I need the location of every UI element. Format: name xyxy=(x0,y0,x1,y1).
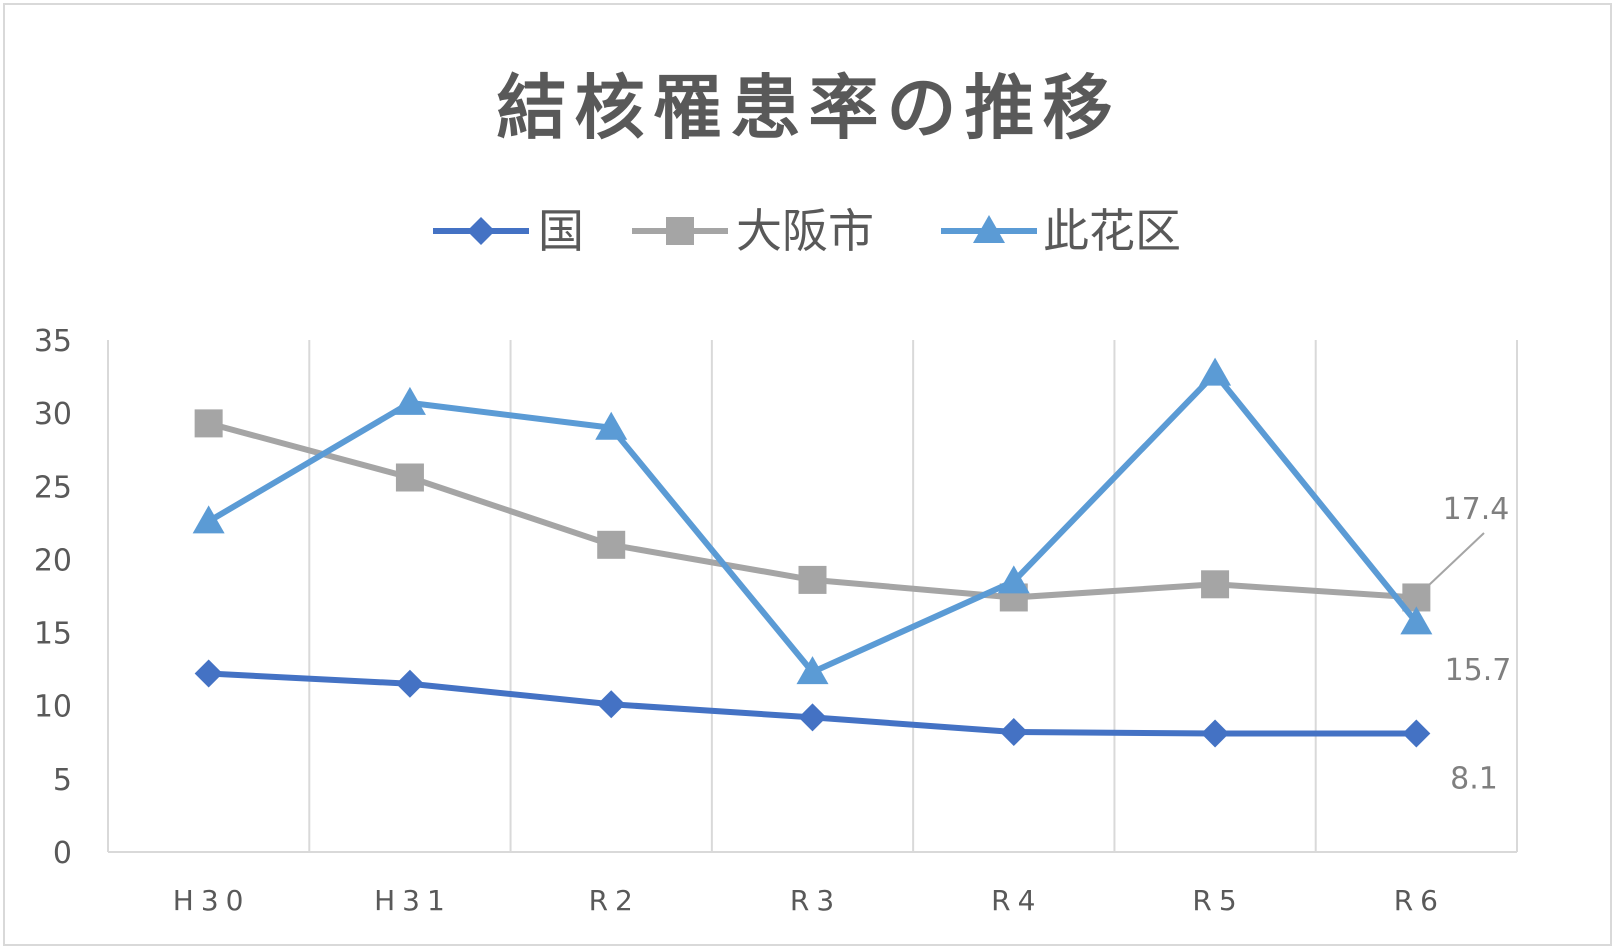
y-tick-label: 10 xyxy=(34,690,72,725)
chart-title: 結核罹患率の推移 xyxy=(496,67,1121,149)
data-labels: 8.1 17.4 15.7 xyxy=(1425,492,1512,797)
diamond-marker xyxy=(999,718,1028,747)
x-tick-label: R5 xyxy=(1192,884,1243,917)
x-axis: H30 H31 R2 R3 R4 R5 R6 xyxy=(173,884,1445,917)
square-marker xyxy=(194,409,223,438)
y-tick-label: 25 xyxy=(34,470,72,505)
legend: 国 大阪市 此花区 xyxy=(433,204,1181,258)
data-label-2: 15.7 xyxy=(1445,653,1512,688)
chart-frame xyxy=(3,3,1612,946)
legend-label-2: 此花区 xyxy=(1043,204,1181,258)
square-marker xyxy=(666,217,694,245)
triangle-marker xyxy=(796,656,829,685)
diamond-marker xyxy=(798,703,827,732)
square-marker xyxy=(395,463,424,492)
triangle-marker xyxy=(595,411,628,440)
x-tick-label: R6 xyxy=(1394,884,1445,917)
triangle-marker xyxy=(997,565,1030,594)
series-lines xyxy=(192,357,1433,748)
x-tick-label: R2 xyxy=(589,884,640,917)
data-label-leader xyxy=(1425,532,1485,589)
triangle-marker xyxy=(973,215,1005,243)
square-marker xyxy=(798,565,827,594)
y-axis: 0 5 10 15 20 25 30 35 xyxy=(34,324,72,871)
series-line-2 xyxy=(207,370,1419,676)
square-marker xyxy=(1201,570,1230,599)
x-tick-label: R3 xyxy=(790,884,841,917)
y-tick-label: 20 xyxy=(34,543,72,578)
y-tick-label: 35 xyxy=(34,324,72,359)
grid-lines xyxy=(107,340,1518,853)
diamond-marker xyxy=(467,217,495,245)
diamond-marker xyxy=(1201,719,1230,748)
x-tick-label: H31 xyxy=(374,884,452,917)
y-tick-label: 30 xyxy=(34,397,72,432)
y-tick-label: 5 xyxy=(53,763,72,798)
diamond-marker xyxy=(395,669,424,698)
diamond-marker xyxy=(194,659,223,688)
x-tick-label: H30 xyxy=(173,884,251,917)
data-label-1: 17.4 xyxy=(1443,492,1510,527)
square-marker xyxy=(597,530,626,559)
triangle-marker xyxy=(192,505,225,534)
diamond-marker xyxy=(1402,719,1431,748)
x-tick-label: R4 xyxy=(991,884,1042,917)
triangle-marker xyxy=(1400,606,1433,635)
legend-label-1: 大阪市 xyxy=(736,204,874,258)
diamond-marker xyxy=(597,690,626,719)
triangle-marker xyxy=(1199,357,1232,386)
triangle-marker xyxy=(393,386,426,415)
y-tick-label: 0 xyxy=(53,836,72,871)
y-tick-label: 15 xyxy=(34,617,72,652)
data-label-0: 8.1 xyxy=(1450,762,1498,797)
legend-label-0: 国 xyxy=(538,204,584,258)
